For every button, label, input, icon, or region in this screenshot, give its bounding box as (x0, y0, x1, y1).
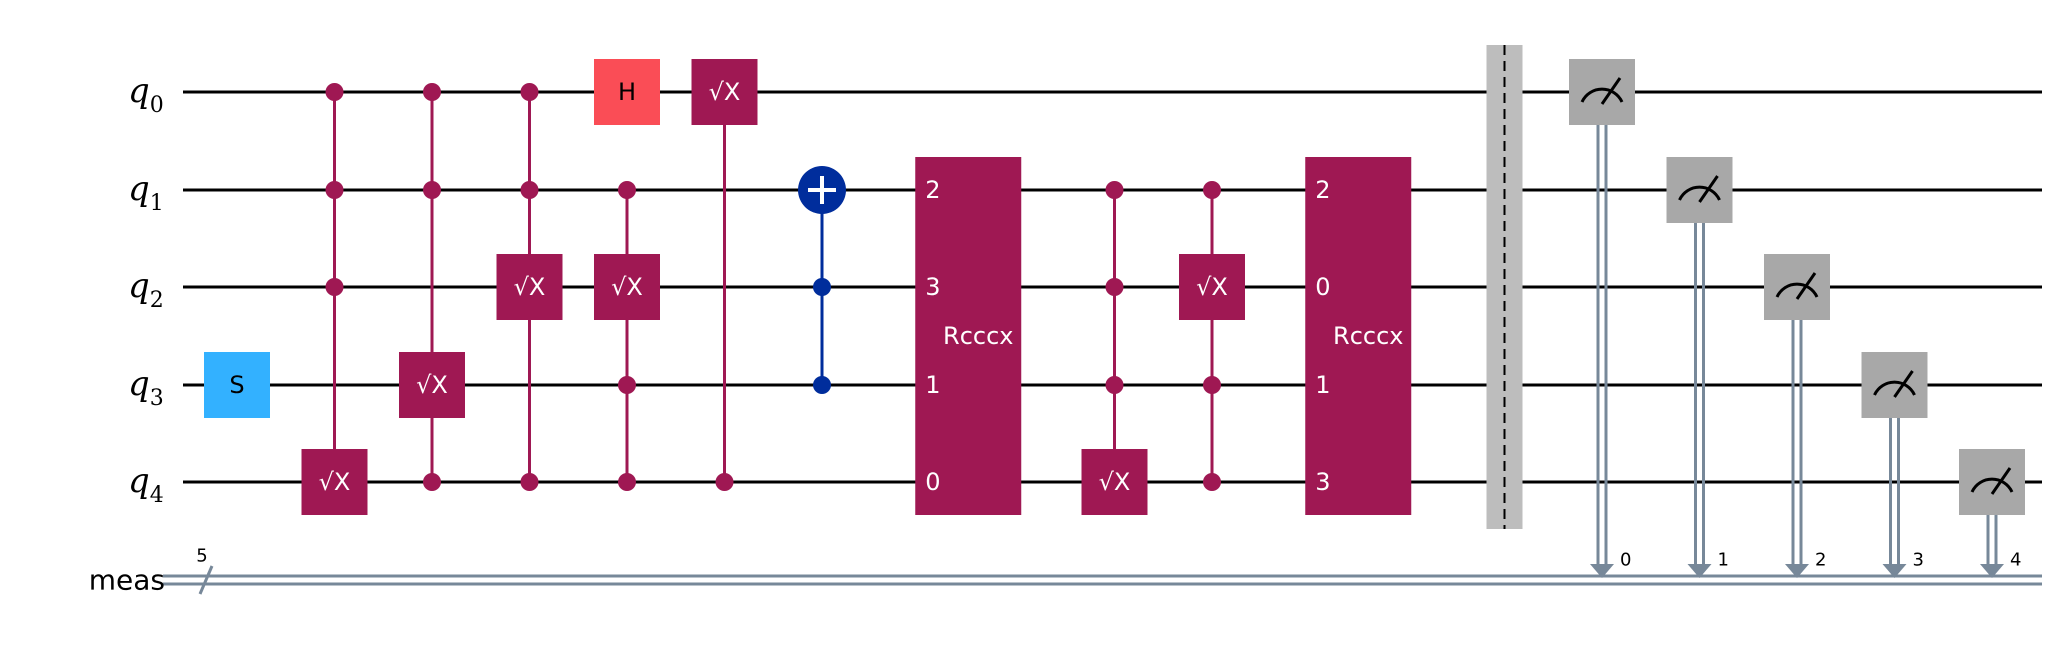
control-dot (1105, 181, 1124, 199)
meter-needle-icon (1893, 370, 1914, 398)
sx-gate-label: √X (1196, 273, 1228, 301)
rcccx-qubit-label: 1 (925, 371, 940, 399)
meter-needle-icon (1990, 467, 2012, 495)
meter-needle-icon (1600, 77, 1622, 105)
meter-needle-icon (1698, 175, 1719, 203)
control-dot (423, 473, 441, 491)
measure-bit-label: 1 (1718, 550, 1729, 571)
measure-arrow (1980, 564, 2004, 578)
rcccx-qubit-label: 0 (1315, 273, 1330, 301)
h-gate (594, 59, 660, 125)
measure-gate (1569, 59, 1635, 125)
control-dot (325, 278, 344, 296)
sx-gate-label: √X (514, 273, 546, 301)
control-dot (618, 376, 636, 394)
meter-icon (1970, 477, 2014, 493)
measure-arrow (1785, 564, 1809, 578)
rcccx-gate (1305, 157, 1412, 515)
rcccx-qubit-label: 3 (1315, 468, 1330, 496)
rcccx-qubit-label: 1 (1315, 371, 1330, 399)
control-dot (520, 181, 539, 199)
sx-gate (301, 449, 368, 515)
qubit-label: q1 (128, 169, 164, 216)
h-gate-label: H (618, 78, 636, 106)
measure-arrow (1590, 564, 1614, 578)
measure-bit-label: 3 (1913, 550, 1924, 571)
control-dot (325, 181, 344, 199)
meter-icon (1873, 380, 1916, 396)
control-dot (813, 278, 831, 296)
rcccx-qubit-label: 2 (1315, 176, 1330, 204)
control-dot (1203, 376, 1221, 394)
classical-register-label: meas (89, 564, 165, 597)
qubit-label: q2 (128, 266, 164, 313)
rcccx-qubit-label: 2 (925, 176, 940, 204)
sx-gate-label: √X (709, 78, 741, 106)
rcccx-qubit-label: 0 (925, 468, 940, 496)
control-dot (618, 181, 636, 199)
classical-width-label: 5 (196, 546, 207, 567)
circuit-wires (163, 90, 2042, 595)
qubit-label: q0 (128, 71, 164, 118)
sx-gate (1179, 254, 1245, 320)
measure-bit-label: 2 (1815, 550, 1826, 571)
s-gate (204, 352, 270, 418)
measure-gate (1861, 352, 1928, 418)
qubit-label: q4 (128, 461, 164, 508)
control-dot (715, 473, 734, 491)
control-dot (423, 83, 441, 101)
sx-gate-label: √X (611, 273, 643, 301)
meter-icon (1580, 87, 1624, 103)
sx-gate (594, 254, 660, 320)
meter-icon (1775, 282, 1819, 298)
control-dot (1105, 376, 1124, 394)
sx-gate (496, 254, 563, 320)
rcccx-label: Rcccx (943, 322, 1013, 350)
control-dot (520, 473, 539, 491)
control-dot (423, 181, 441, 199)
classical-bus-slash (198, 565, 214, 595)
s-gate-label: S (229, 371, 244, 399)
sx-gate-label: √X (1099, 468, 1131, 496)
measure-gate (1959, 449, 2025, 515)
sx-gate-label: √X (319, 468, 351, 496)
register-labels: 5 q0 q1 q2 q3 q4 meas (89, 71, 208, 597)
control-dot (1203, 181, 1221, 199)
control-dot (325, 83, 344, 101)
measure-gate (1666, 157, 1733, 223)
measure-arrow (1882, 564, 1907, 578)
rcccx-label: Rcccx (1333, 322, 1403, 350)
measure-bit-label: 4 (2010, 550, 2021, 571)
control-dot (1105, 278, 1124, 296)
qubit-label: q3 (128, 364, 164, 411)
rcccx-gate (915, 157, 1022, 515)
rcccx-qubit-label: 3 (925, 273, 940, 301)
meter-needle-icon (1795, 272, 1817, 300)
measure-arrow (1687, 564, 1712, 578)
sx-gate-label: √X (416, 371, 448, 399)
control-dot (813, 376, 831, 394)
measure-bit-label: 0 (1620, 550, 1631, 571)
sx-gate (399, 352, 465, 418)
sx-gate (691, 59, 758, 125)
control-dot (1203, 473, 1221, 491)
sx-gate (1081, 449, 1148, 515)
meter-icon (1678, 185, 1721, 201)
control-dot (618, 473, 636, 491)
control-dot (520, 83, 539, 101)
measure-gate (1764, 254, 1830, 320)
